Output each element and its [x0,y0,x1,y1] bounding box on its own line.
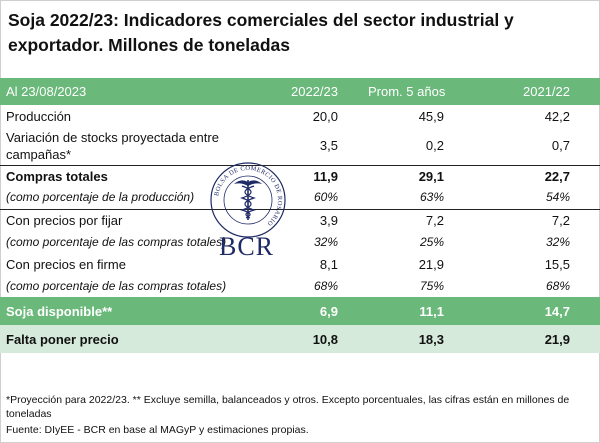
cell-2021-22: 54% [545,190,570,205]
table-header-row: Al 23/08/2023 2022/23 Prom. 5 años 2021/… [0,78,600,105]
cell-prom-5: 63% [419,190,444,205]
cell-prom-5: 25% [419,234,444,249]
row-label: (como porcentaje de las compras totales) [6,234,227,249]
header-col-2022-23: 2022/23 [262,78,362,105]
table-row-highlight: Soja disponible** 6,9 11,1 14,7 [0,297,600,325]
row-label: (como porcentaje de la producción) [6,190,195,205]
cell-2021-22: 14,7 [482,297,600,325]
cell-2021-22: 22,7 [482,164,600,187]
row-label: Con precios en firme [6,256,126,272]
row-label: Compras totales [0,164,262,187]
cell-2022-23: 3,9 [262,208,362,231]
cell-2021-22: 42,2 [544,108,570,124]
cell-2022-23: 60% [313,190,338,205]
table-row: Compras totales 11,9 29,1 22,7 [0,164,600,187]
cell-2021-22: 32% [545,234,570,249]
cell-prom-5: 45,9 [418,108,444,124]
cell-2022-23: 11,9 [262,164,362,187]
cell-2022-23: 20,0 [312,108,338,124]
row-label: Con precios por fijar [0,208,262,231]
cell-2022-23: 10,8 [262,325,362,353]
page-title: Soja 2022/23: Indicadores comerciales de… [8,10,514,55]
cell-2022-23: 3,5 [319,138,338,154]
table-row: (como porcentaje de las compras totales)… [0,231,600,253]
table-row-total: Falta poner precio 10,8 18,3 21,9 [0,325,600,353]
bcr-seal-icon: BOLSA DE COMERCIO DE ROSARIO [210,162,286,238]
bcr-logo-text: BCR [219,232,275,261]
header-col-prom-5: Prom. 5 años [362,78,482,105]
row-label: Variación de stocks proyectada entre cam… [6,129,219,162]
indicators-table: Al 23/08/2023 2022/23 Prom. 5 años 2021/… [0,78,600,353]
table-row: (como porcentaje de la producción) 60% 6… [0,187,600,209]
cell-2022-23: 68% [313,278,338,293]
cell-2021-22: 0,7 [551,138,570,154]
header-col-2021-22: 2021/22 [482,78,600,105]
cell-2021-22: 68% [545,278,570,293]
table-row: (como porcentaje de las compras totales)… [0,275,600,297]
row-label: (como porcentaje de las compras totales) [6,278,227,293]
table-row: Con precios por fijar 3,9 7,2 7,2 [0,208,600,231]
cell-2021-22: 7,2 [482,208,600,231]
cell-prom-5: 7,2 [362,208,482,231]
header-date-label: Al 23/08/2023 [0,78,262,105]
cell-prom-5: 18,3 [362,325,482,353]
cell-prom-5: 0,2 [425,138,444,154]
footnote: *Proyección para 2022/23. ** Excluye sem… [6,394,570,420]
source-note: Fuente: DIyEE - BCR en base al MAGyP y e… [6,424,309,436]
cell-2021-22: 15,5 [544,256,570,272]
cell-prom-5: 11,1 [362,297,482,325]
row-label: Falta poner precio [0,325,262,353]
row-label: Soja disponible** [0,297,262,325]
cell-2022-23: 6,9 [262,297,362,325]
table-row: Producción 20,0 45,9 42,2 [0,105,600,127]
table-row: Variación de stocks proyectada entre cam… [0,127,600,165]
cell-prom-5: 75% [419,278,444,293]
row-label: Producción [6,108,72,124]
table-row: Con precios en firme 8,1 21,9 15,5 [0,253,600,275]
cell-prom-5: 21,9 [418,256,444,272]
cell-2022-23: 8,1 [319,256,338,272]
cell-2022-23: 32% [313,234,338,249]
cell-prom-5: 29,1 [362,164,482,187]
cell-2021-22: 21,9 [482,325,600,353]
